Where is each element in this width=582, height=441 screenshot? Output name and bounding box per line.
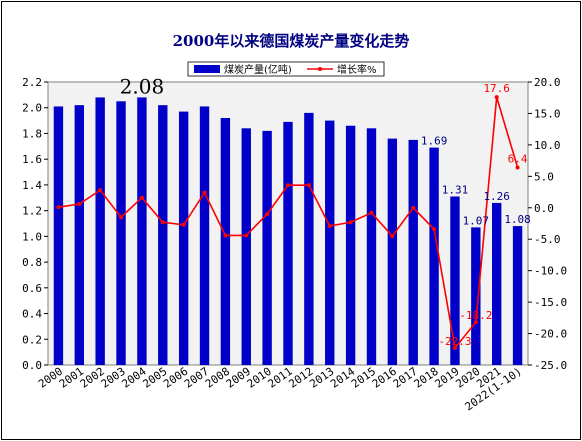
growth-point-2007 <box>202 190 207 195</box>
growth-line-group <box>56 95 520 351</box>
growth-point-2014 <box>348 220 353 225</box>
growth-point-2013 <box>327 224 332 229</box>
bar-2002 <box>95 97 105 365</box>
right-tick-label: -25.0 <box>534 359 567 372</box>
chart-title: 2000年以来德国煤炭产量变化走势 <box>173 32 410 50</box>
right-tick-label: 20.0 <box>534 76 561 89</box>
bar-2003 <box>116 101 126 365</box>
growth-value-label: 6.4 <box>508 153 528 166</box>
growth-point-2010 <box>265 212 270 217</box>
legend: 煤炭产量(亿吨) 增长率% <box>187 61 385 77</box>
data-labels-group: 2.08 1.69 1.31 1.07 1.26 1.08 -22.3 -18.2 17.6 6.… <box>120 74 531 348</box>
growth-point-2021 <box>494 95 499 100</box>
bar-2006 <box>178 111 189 365</box>
left-tick-label: 1.8 <box>22 127 42 140</box>
growth-point-2018 <box>432 227 437 232</box>
left-tick-label: 0.4 <box>22 308 42 321</box>
bar-2012 <box>304 112 314 365</box>
left-tick-label: 2.2 <box>22 76 42 89</box>
growth-point-2005 <box>160 220 165 225</box>
bar-2009 <box>241 128 251 365</box>
bar-value-label: 1.31 <box>442 183 469 196</box>
left-tick-label: 1.4 <box>22 179 42 192</box>
right-tick-label: -10.0 <box>534 265 567 278</box>
growth-point-2020 <box>473 320 478 325</box>
legend-line-marker <box>318 67 322 71</box>
growth-point-2000 <box>56 205 61 210</box>
bar-2010 <box>262 130 272 365</box>
bar-value-label: 1.26 <box>483 190 510 203</box>
growth-point-2017 <box>411 205 416 210</box>
growth-point-2002 <box>98 188 103 193</box>
left-tick-label: 2.0 <box>22 102 42 115</box>
legend-bar-label: 煤炭产量(亿吨) <box>224 63 292 76</box>
right-tick-label: 0.0 <box>534 202 554 215</box>
bar-2016 <box>387 138 398 365</box>
bar-2022(1-10) <box>512 226 523 365</box>
growth-point-2011 <box>286 183 290 188</box>
growth-point-2015 <box>369 210 374 215</box>
left-tick-label: 1.6 <box>22 153 42 166</box>
bar-2021 <box>492 202 502 365</box>
right-tick-label: 15.0 <box>534 107 561 120</box>
right-tick-label: -15.0 <box>534 296 567 309</box>
bar-2005 <box>158 105 168 366</box>
bar-2008 <box>220 118 231 365</box>
growth-point-2001 <box>77 202 82 207</box>
bar-value-label: 1.69 <box>421 135 448 148</box>
bar-value-label: 1.08 <box>504 213 531 226</box>
bar-value-label: 2.08 <box>120 74 165 98</box>
bar-2014 <box>345 125 356 366</box>
bar-2001 <box>74 105 84 366</box>
left-tick-label: 0.2 <box>22 333 42 346</box>
growth-point-2019 <box>452 346 457 351</box>
right-tick-label: 10.0 <box>534 139 561 152</box>
growth-value-label: 17.6 <box>483 82 510 95</box>
left-tick-label: 0.8 <box>22 256 42 269</box>
bar-2019 <box>450 196 460 365</box>
bar-2018 <box>429 147 439 365</box>
bar-2015 <box>366 128 377 365</box>
growth-point-2022(1-10) <box>515 165 520 170</box>
bar-2007 <box>199 106 210 365</box>
growth-value-label: -18.2 <box>459 309 492 322</box>
growth-point-2016 <box>390 234 395 239</box>
bar-2004 <box>137 97 147 365</box>
bar-value-label: 1.07 <box>463 214 490 227</box>
legend-bar-swatch <box>194 65 220 73</box>
legend-box <box>187 61 385 77</box>
growth-point-2006 <box>181 222 186 227</box>
bar-2020 <box>471 227 481 365</box>
growth-point-2008 <box>223 233 228 238</box>
bar-2011 <box>283 121 293 365</box>
right-tick-label: 5.0 <box>534 170 554 183</box>
growth-point-2003 <box>119 215 124 220</box>
bar-2013 <box>325 120 335 365</box>
growth-point-2009 <box>244 233 249 238</box>
left-tick-label: 0.6 <box>22 282 42 295</box>
left-tick-label: 1.0 <box>22 230 42 243</box>
right-tick-label: -20.0 <box>534 328 567 341</box>
bar-2000 <box>53 106 64 365</box>
growth-point-2004 <box>139 195 144 200</box>
left-tick-label: 0.0 <box>22 359 42 372</box>
legend-line-label: 增长率% <box>337 63 377 76</box>
growth-point-2012 <box>306 183 311 188</box>
left-tick-label: 1.2 <box>22 205 42 218</box>
bars-group <box>53 97 523 366</box>
growth-value-label: -22.3 <box>438 335 471 348</box>
right-tick-label: -5.0 <box>534 233 561 246</box>
bar-2017 <box>408 139 418 365</box>
